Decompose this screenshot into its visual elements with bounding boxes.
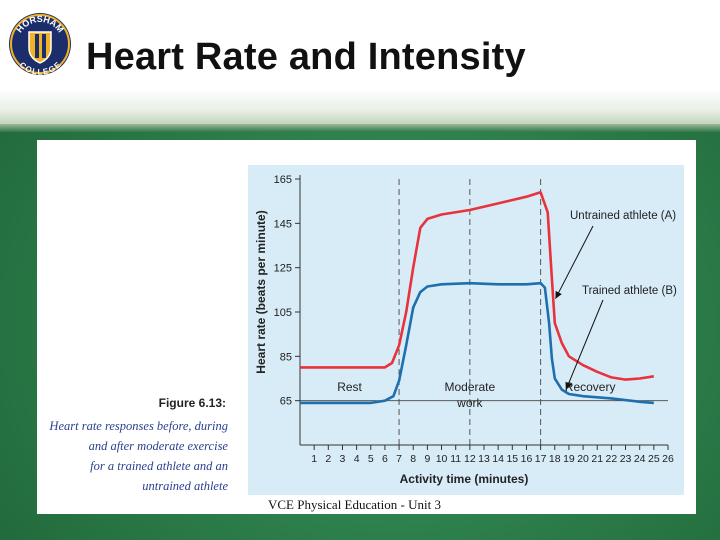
- x-tick-label: 20: [577, 453, 589, 465]
- x-tick-label: 14: [492, 453, 504, 465]
- series-line: [300, 281, 654, 405]
- x-tick-label: 1: [311, 453, 317, 465]
- x-tick-label: 23: [620, 453, 632, 465]
- x-tick-label: 17: [535, 453, 547, 465]
- figure-label: Figure 6.13:: [158, 396, 226, 410]
- y-tick-label: 85: [280, 351, 292, 363]
- series-label: Trained athlete (B): [582, 285, 677, 297]
- x-tick-label: 22: [606, 453, 618, 465]
- x-tick-label: 13: [478, 453, 490, 465]
- x-tick-label: 26: [662, 453, 674, 465]
- phase-label: Recovery: [565, 380, 616, 394]
- x-tick-label: 16: [521, 453, 533, 465]
- x-tick-label: 3: [340, 453, 346, 465]
- series-line: [300, 191, 655, 381]
- x-tick-label: 9: [424, 453, 430, 465]
- header-divider: [0, 124, 720, 132]
- x-tick-label: 8: [410, 453, 416, 465]
- x-tick-label: 21: [591, 453, 603, 465]
- phase-label: work: [456, 396, 483, 410]
- arrowhead: [555, 290, 562, 299]
- y-tick-label: 145: [274, 218, 292, 230]
- slide-footer: VCE Physical Education - Unit 3: [268, 497, 441, 512]
- x-tick-label: 7: [396, 453, 402, 465]
- y-axis-title: Heart rate (beats per minute): [254, 210, 268, 373]
- x-tick-label: 19: [563, 453, 575, 465]
- x-tick-label: 2: [325, 453, 331, 465]
- caption-line: and after moderate exercise: [88, 439, 228, 453]
- plot-background: [248, 165, 684, 495]
- caption-line: untrained athlete: [142, 479, 228, 493]
- x-tick-label: 11: [450, 453, 461, 465]
- y-tick-label: 105: [274, 307, 292, 319]
- x-tick-label: 12: [464, 453, 476, 465]
- x-tick-label: 24: [634, 453, 646, 465]
- figure-caption: Figure 6.13: Heart rate responses before…: [42, 396, 228, 496]
- x-axis-title: Activity time (minutes): [400, 472, 529, 486]
- x-tick-label: 4: [354, 453, 360, 465]
- x-tick-label: 10: [436, 453, 448, 465]
- x-tick-label: 6: [382, 453, 388, 465]
- series-label: Untrained athlete (A): [570, 210, 676, 222]
- x-tick-label: 18: [549, 453, 561, 465]
- caption-line: for a trained athlete and an: [90, 459, 228, 473]
- school-logo: HORSHAM COLLEGE: [9, 13, 71, 76]
- x-tick-label: 15: [506, 453, 518, 465]
- caption-line: Heart rate responses before, during: [49, 419, 228, 433]
- series-label-arrow: [565, 299, 604, 390]
- y-tick-label: 125: [274, 263, 292, 275]
- phase-label: Moderate: [444, 380, 495, 394]
- phase-label: Rest: [337, 380, 362, 394]
- header-band: [0, 0, 720, 128]
- slide-title: Heart Rate and Intensity: [86, 36, 526, 78]
- x-tick-label: 5: [368, 453, 374, 465]
- y-tick-label: 165: [274, 174, 292, 186]
- series-label-arrow: [555, 225, 594, 299]
- y-tick-label: 65: [280, 396, 292, 408]
- x-tick-label: 25: [648, 453, 660, 465]
- arrowhead: [565, 381, 572, 390]
